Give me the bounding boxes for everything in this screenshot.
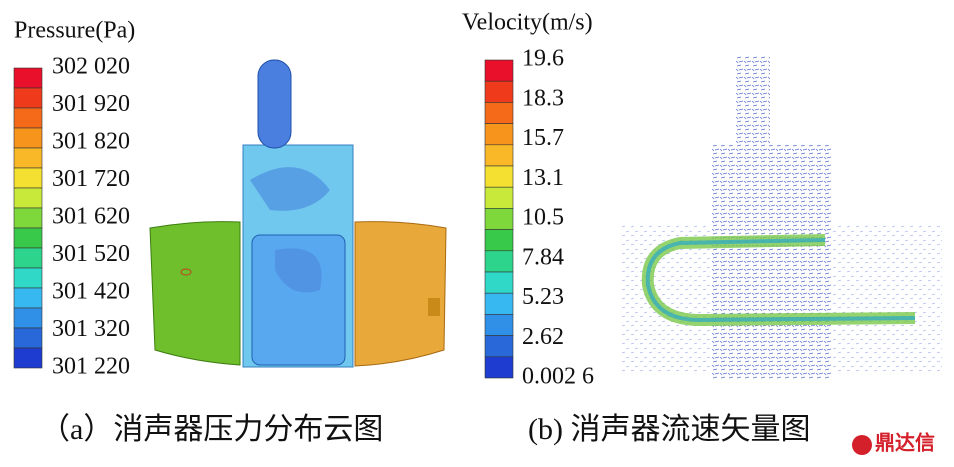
colorbar-swatch <box>13 167 43 189</box>
colorbar-swatch <box>484 165 514 188</box>
caption: (b) 消声器流速矢量图 <box>528 413 810 446</box>
colorbar-swatch <box>13 127 43 149</box>
colorbar-swatch <box>484 102 514 124</box>
colorbar-swatch <box>13 287 43 309</box>
colorbar-swatch <box>13 67 43 89</box>
legend-title: Velocity(m/s) <box>462 10 593 36</box>
colorbar-swatch <box>484 250 514 273</box>
pressure-contour <box>149 59 447 368</box>
colorbar-label: 301 520 <box>52 241 130 267</box>
colorbar-swatch <box>484 271 514 294</box>
colorbar-label: 301 720 <box>52 166 130 192</box>
colorbar-label: 13.1 <box>522 165 564 191</box>
colorbar-label: 301 920 <box>52 91 130 117</box>
colorbar-swatch <box>484 314 514 336</box>
colorbar-swatch <box>13 267 43 289</box>
colorbar-label: 301 220 <box>52 354 130 380</box>
colorbar-swatch <box>13 247 43 269</box>
colorbar-swatch <box>484 59 514 82</box>
colorbar-label: 2.62 <box>522 324 564 350</box>
colorbar-swatch <box>484 335 514 358</box>
colorbar-swatch <box>484 356 514 379</box>
colorbar-swatch <box>13 147 43 169</box>
colorbar-swatch <box>13 87 43 109</box>
legend-title: Pressure(Pa) <box>14 18 135 44</box>
colorbar-swatch <box>13 207 43 229</box>
watermark: 鼎达信 <box>875 431 935 455</box>
colorbar: 302 020 301 920 301 820 301 720 301 620 301 5… <box>13 54 130 380</box>
colorbar-swatch <box>484 186 514 209</box>
colorbar-label: 10.5 <box>522 205 564 231</box>
colorbar-swatch <box>13 307 43 329</box>
colorbar-swatch <box>484 144 514 167</box>
colorbar-swatch <box>13 227 43 249</box>
watermark-icon <box>852 435 872 455</box>
colorbar-label: 301 820 <box>52 129 130 155</box>
colorbar-label: 0.002 6 <box>522 364 594 390</box>
colorbar-swatch <box>484 208 514 230</box>
colorbar-label: 301 420 <box>52 279 130 305</box>
colorbar-label: 15.7 <box>522 125 564 151</box>
colorbar-label: 19.6 <box>522 46 564 72</box>
colorbar-label: 18.3 <box>522 85 564 111</box>
colorbar: 19.6 18.3 15.7 13.1 10.5 7.84 5.23 2.62 0.002 6 <box>484 46 594 390</box>
colorbar-label: 301 620 <box>52 204 130 230</box>
colorbar-swatch <box>484 80 514 103</box>
velocity-vectors <box>620 55 942 380</box>
caption: （a）消声器压力分布云图 <box>40 413 383 446</box>
colorbar-swatch <box>13 107 43 129</box>
colorbar-swatch <box>13 327 43 349</box>
colorbar-swatch <box>484 292 514 315</box>
colorbar-label: 301 320 <box>52 316 130 342</box>
colorbar-label: 5.23 <box>522 284 564 310</box>
colorbar-swatch <box>484 123 514 146</box>
colorbar-swatch <box>13 187 43 209</box>
colorbar-label: 7.84 <box>522 244 564 270</box>
colorbar-label: 302 020 <box>52 54 130 80</box>
colorbar-swatch <box>13 347 43 369</box>
colorbar-swatch <box>484 229 514 252</box>
